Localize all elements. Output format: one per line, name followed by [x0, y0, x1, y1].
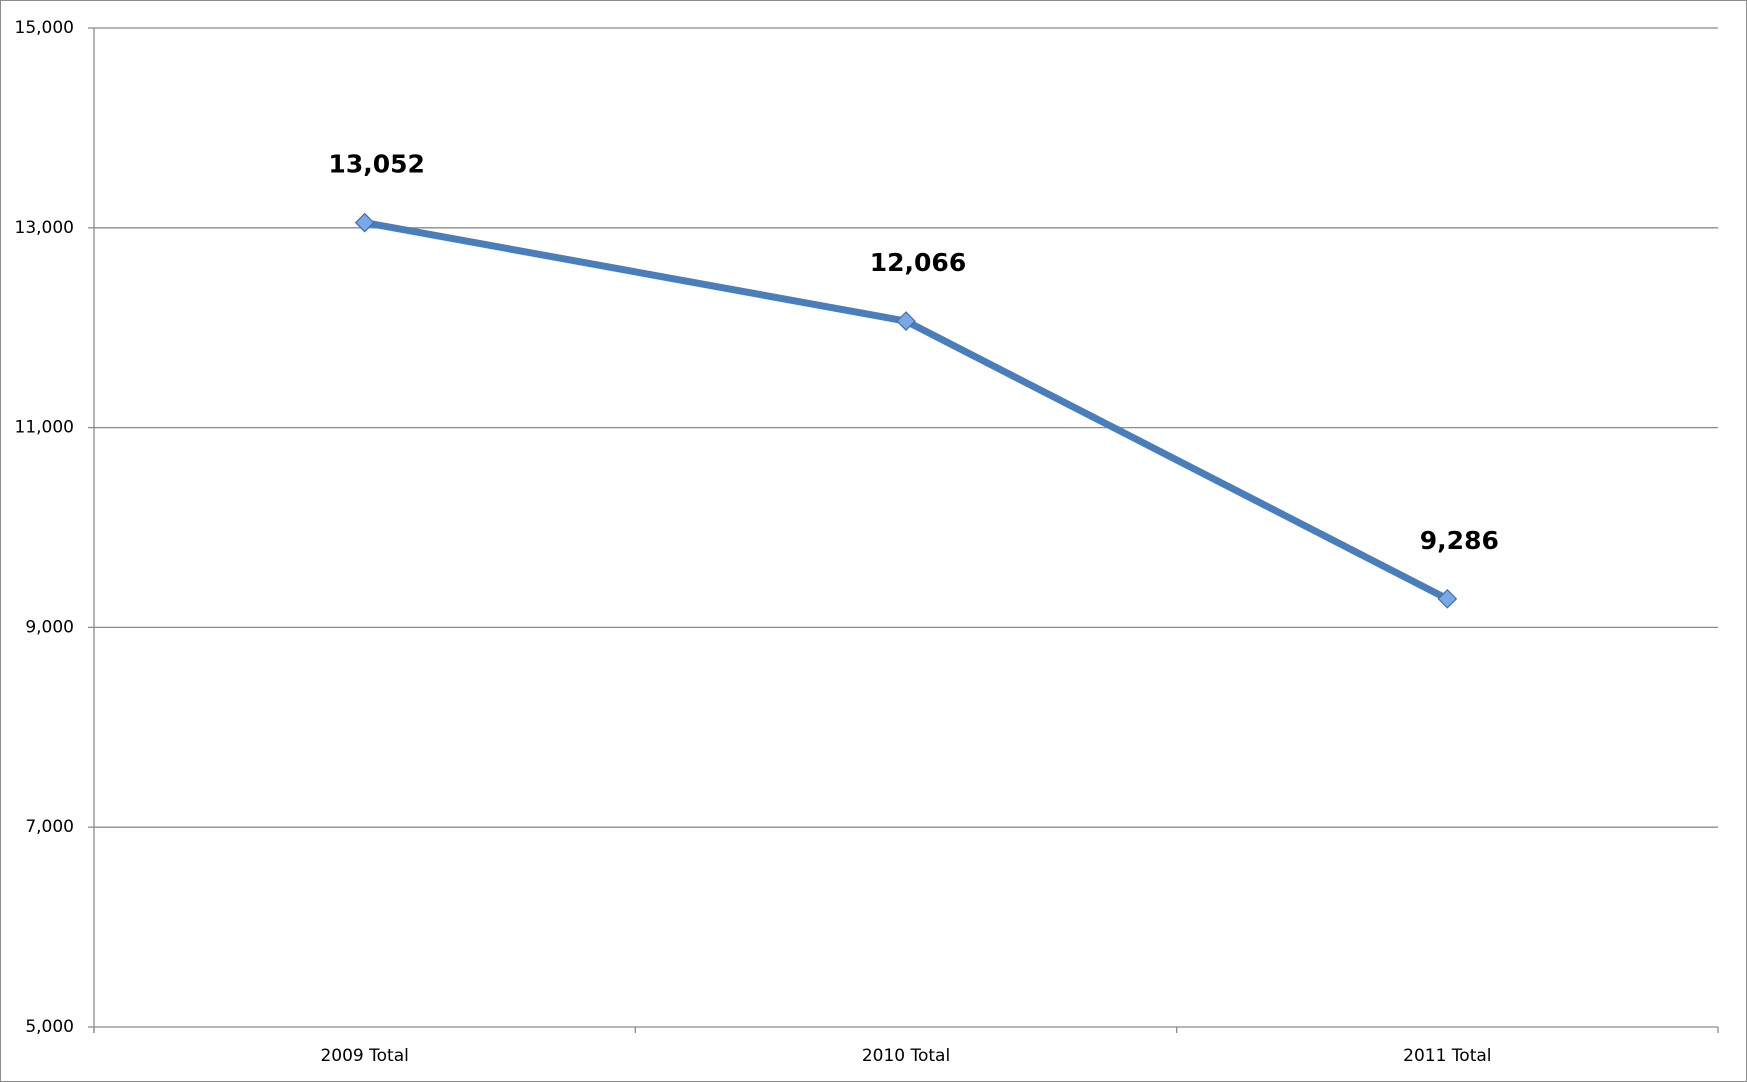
data-label: 12,066 [870, 248, 966, 277]
x-tick-label: 2009 Total [320, 1046, 408, 1066]
y-tick-label: 9,000 [25, 617, 74, 637]
x-tick-label: 2011 Total [1403, 1046, 1491, 1066]
y-tick-label: 5,000 [25, 1017, 74, 1037]
point-marker [896, 311, 916, 331]
x-tick-label: 2010 Total [862, 1046, 950, 1066]
y-tick-label: 13,000 [15, 218, 74, 238]
y-tick-label: 7,000 [25, 817, 74, 837]
y-tick-label: 11,000 [15, 418, 74, 438]
data-label: 9,286 [1420, 526, 1499, 555]
data-label: 13,052 [328, 150, 424, 179]
point-marker [354, 212, 375, 233]
y-tick-label: 15,000 [15, 18, 74, 38]
point-marker [1437, 588, 1458, 609]
